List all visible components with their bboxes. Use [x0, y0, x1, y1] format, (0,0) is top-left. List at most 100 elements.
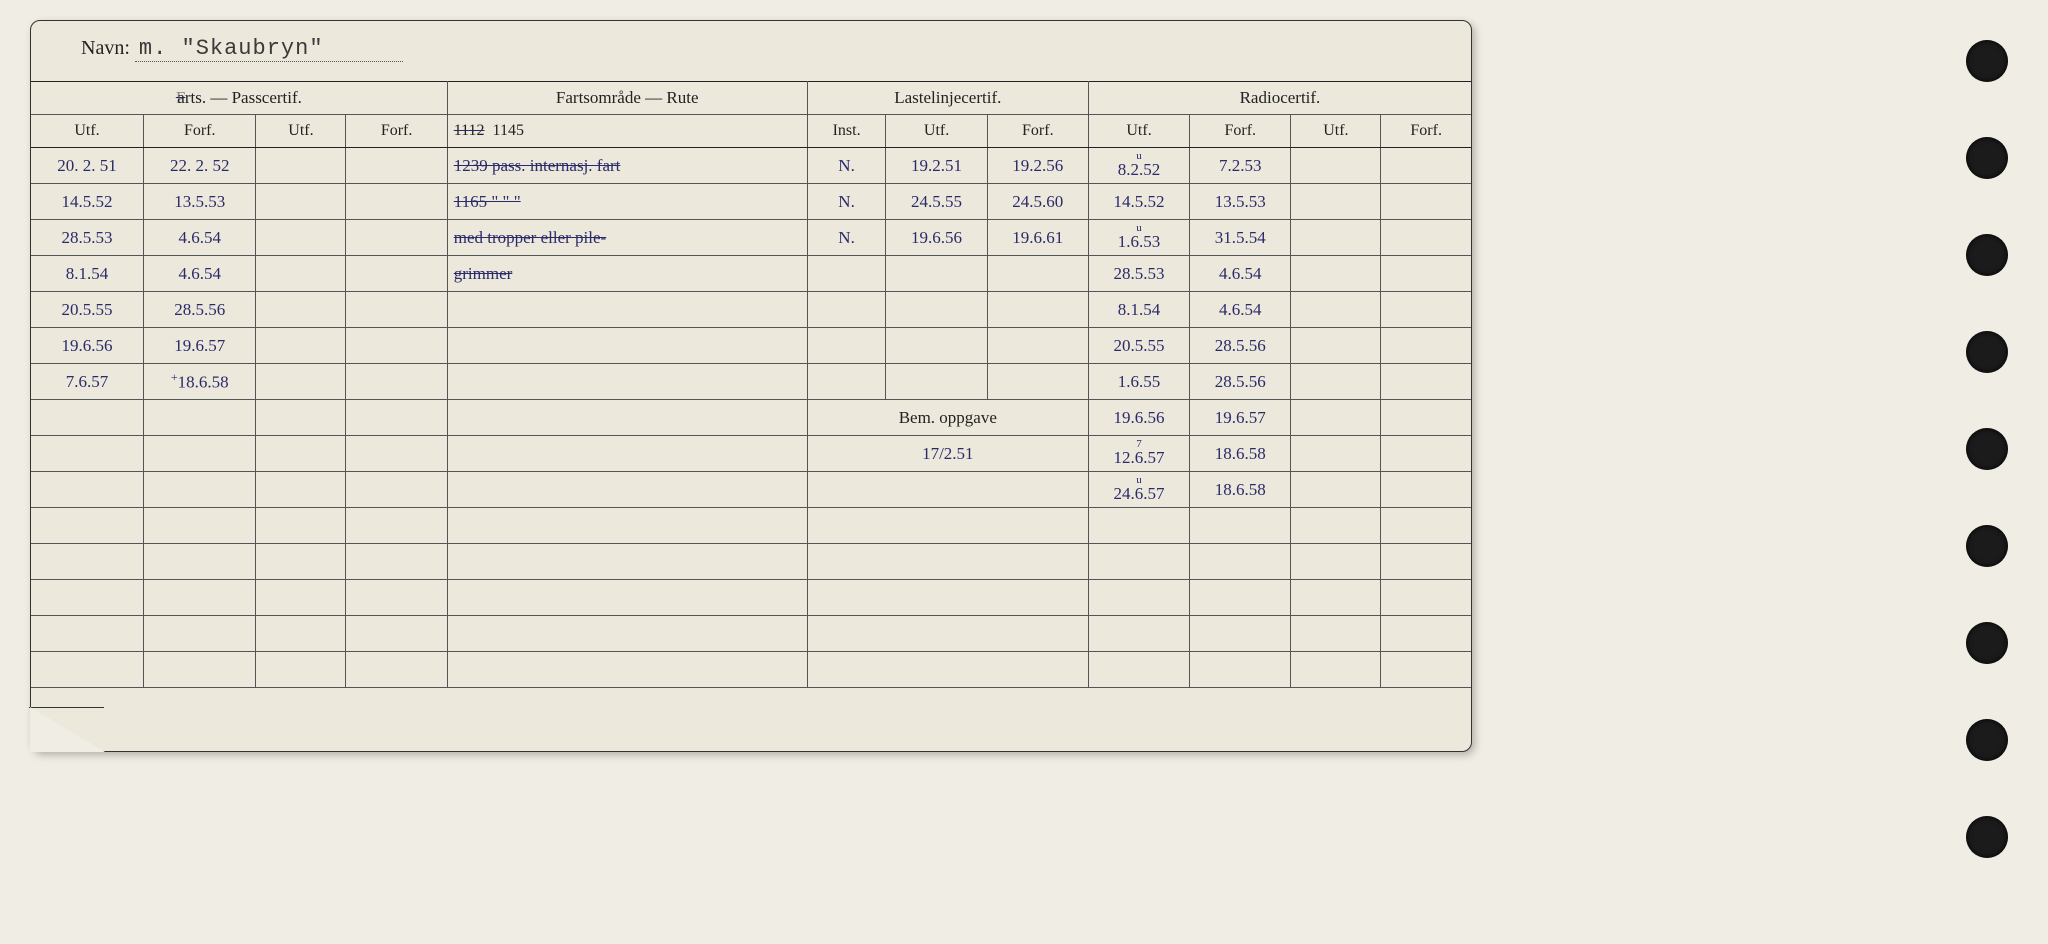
table-cell: [1291, 364, 1381, 400]
table-cell: 19.6.57: [1190, 400, 1291, 436]
table-cell: [346, 616, 447, 652]
name-row: Navn: m. "Skaubryn": [81, 36, 403, 62]
table-cell: [346, 436, 447, 472]
table-cell: 24.5.60: [987, 184, 1088, 220]
table-cell: 8.1.54: [31, 256, 143, 292]
table-cell: [987, 364, 1088, 400]
table-cell: 28.5.56: [143, 292, 255, 328]
table-cell: [256, 400, 346, 436]
table-cell: 19.6.56: [886, 220, 987, 256]
table-cell: [31, 544, 143, 580]
table-cell: [346, 292, 447, 328]
table-cell: [886, 364, 987, 400]
table-cell: 20.5.55: [31, 292, 143, 328]
table-cell: [256, 256, 346, 292]
binder-holes: [1966, 40, 2008, 858]
table-cell: u1.6.53: [1088, 220, 1189, 256]
table-cell: [1291, 436, 1381, 472]
table-cell: [143, 544, 255, 580]
bem-header-cell: Bem. oppgave: [807, 400, 1088, 436]
table-cell: 19.6.61: [987, 220, 1088, 256]
table-cell: 19.6.56: [1088, 400, 1189, 436]
table-row: 14.5.5213.5.531165 " " "N.24.5.5524.5.60…: [31, 184, 1471, 220]
table-cell: [1381, 256, 1471, 292]
table-cell: [256, 328, 346, 364]
table-cell: [1190, 544, 1291, 580]
table-cell: [447, 472, 807, 508]
table-cell: 24.5.55: [886, 184, 987, 220]
table-cell: [807, 328, 886, 364]
table-row: [31, 508, 1471, 544]
table-cell: grimmer: [447, 256, 807, 292]
table-cell: [447, 580, 807, 616]
table-cell: [1291, 400, 1381, 436]
table-cell: 1165 " " ": [447, 184, 807, 220]
table-row: 8.1.544.6.54grimmer28.5.534.6.54: [31, 256, 1471, 292]
table-cell: [1381, 220, 1471, 256]
sub-forf-4: Forf.: [1190, 115, 1291, 148]
table-cell: [447, 292, 807, 328]
table-cell: [807, 256, 886, 292]
hole-icon: [1966, 525, 2008, 567]
table-cell: 13.5.53: [143, 184, 255, 220]
table-cell: [1381, 580, 1471, 616]
sub-header-row: Utf. Forf. Utf. Forf. 1112 1145 Inst. Ut…: [31, 115, 1471, 148]
table-cell: 28.5.56: [1190, 364, 1291, 400]
table-cell: [31, 616, 143, 652]
group-radio: Radiocertif.: [1088, 82, 1471, 115]
table-cell: [1291, 616, 1381, 652]
table-cell: [1088, 652, 1189, 688]
table-cell: [807, 292, 886, 328]
sub-forf-2: Forf.: [346, 115, 447, 148]
table-row: u24.6.5718.6.58: [31, 472, 1471, 508]
table-cell: 18.6.58: [1190, 472, 1291, 508]
table-cell: [1381, 400, 1471, 436]
table-cell: [447, 400, 807, 436]
name-label: Navn:: [81, 37, 130, 59]
bem-note-cell: 17/2.51: [807, 436, 1088, 472]
table-row: [31, 544, 1471, 580]
table-row: Bem. oppgave19.6.5619.6.57: [31, 400, 1471, 436]
hole-icon: [1966, 719, 2008, 761]
table-cell: [1291, 652, 1381, 688]
table-cell: [447, 328, 807, 364]
table-cell: [256, 292, 346, 328]
table-cell: [143, 580, 255, 616]
table-cell: 28.5.56: [1190, 328, 1291, 364]
table-cell: 28.5.53: [1088, 256, 1189, 292]
table-cell: 1239 pass. internasj. fart: [447, 148, 807, 184]
table-row: 20. 2. 5122. 2. 521239 pass. internasj. …: [31, 148, 1471, 184]
table-cell: 7.6.57: [31, 364, 143, 400]
ledger-body: 20. 2. 5122. 2. 521239 pass. internasj. …: [31, 148, 1471, 688]
table-cell: [1381, 508, 1471, 544]
sub-utf-3: Utf.: [886, 115, 987, 148]
sub-forf-3: Forf.: [987, 115, 1088, 148]
table-cell: +18.6.58: [143, 364, 255, 400]
table-cell: [1381, 544, 1471, 580]
table-cell: [256, 148, 346, 184]
table-cell: [1291, 148, 1381, 184]
table-cell: [31, 472, 143, 508]
table-cell: [886, 328, 987, 364]
table-cell: [31, 508, 143, 544]
table-cell: [1381, 148, 1471, 184]
table-cell: [1291, 580, 1381, 616]
table-cell: [346, 148, 447, 184]
table-cell: [447, 436, 807, 472]
table-row: 19.6.5619.6.5720.5.5528.5.56: [31, 328, 1471, 364]
table-cell: [447, 508, 807, 544]
sub-forf-5: Forf.: [1381, 115, 1471, 148]
table-cell: [31, 580, 143, 616]
table-cell: [1291, 508, 1381, 544]
table-cell: 19.6.56: [31, 328, 143, 364]
table-cell: [256, 508, 346, 544]
table-cell: 4.6.54: [1190, 256, 1291, 292]
name-value: m. "Skaubryn": [139, 36, 324, 61]
ledger-table: Farts. — Passcertif. Fartsområde — Rute …: [31, 81, 1471, 688]
table-cell: [346, 400, 447, 436]
sub-utf-2: Utf.: [256, 115, 346, 148]
table-cell: [1190, 508, 1291, 544]
table-cell: [1291, 292, 1381, 328]
table-row: [31, 652, 1471, 688]
table-cell: [1190, 616, 1291, 652]
